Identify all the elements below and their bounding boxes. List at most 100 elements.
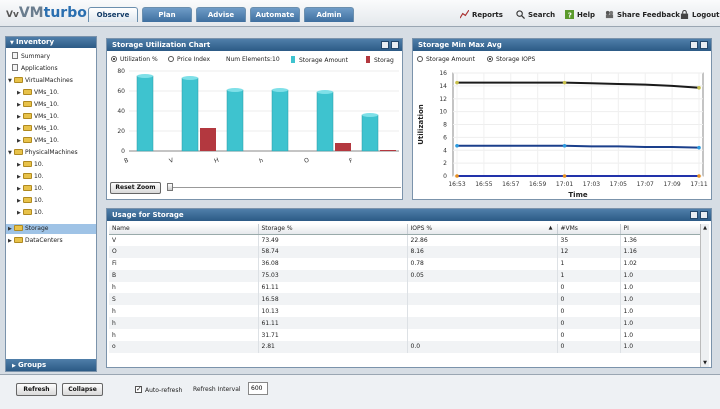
legend-swatch xyxy=(366,56,370,63)
expand-arrow-icon[interactable]: ▶ xyxy=(17,102,21,108)
collapse-button[interactable]: Collapse xyxy=(62,383,103,396)
table-cell: 1.02 xyxy=(620,257,701,270)
tree-item-pm-group[interactable]: ▶ 10. xyxy=(17,184,44,194)
price-index-radio[interactable]: Price Index xyxy=(168,56,210,63)
tree-item-vm-group[interactable]: ▶ VMs_10. xyxy=(17,100,59,110)
table-cell: 1 xyxy=(557,257,621,270)
table-row[interactable]: V 73.49 22.86 35 1.36 xyxy=(109,234,701,246)
tree-item-datacenters[interactable]: ▶ DataCenters xyxy=(8,236,63,246)
logo-prefix: Vv xyxy=(6,10,19,20)
minimize-icon[interactable] xyxy=(690,41,698,49)
tree-item-pm-group[interactable]: ▶ 10. xyxy=(17,196,44,206)
expand-arrow-icon[interactable]: ▶ xyxy=(17,174,21,180)
radio-icon xyxy=(168,56,174,62)
share-feedback-link[interactable]: Share Feedback xyxy=(605,10,680,19)
zoom-slider-handle[interactable] xyxy=(167,183,173,191)
refresh-interval-input[interactable] xyxy=(248,382,268,395)
inventory-header[interactable]: ▼ Inventory xyxy=(6,37,96,48)
maximize-icon[interactable] xyxy=(700,41,708,49)
table-row[interactable]: o 2.81 0.0 0 1.0 xyxy=(109,341,701,353)
tab-admin[interactable]: Admin xyxy=(304,7,354,22)
data-point xyxy=(697,86,701,90)
reports-link[interactable]: Reports xyxy=(460,10,503,19)
storage-amount-radio[interactable]: Storage Amount xyxy=(417,56,475,63)
scroll-down-icon[interactable]: ▼ xyxy=(703,360,707,366)
tree-item-pm-group[interactable]: ▶ 10. xyxy=(17,160,44,170)
minimize-icon[interactable] xyxy=(690,211,698,219)
table-row[interactable]: S 16.58 0 1.0 xyxy=(109,293,701,306)
tree-item-physicalmachines[interactable]: ▼ PhysicalMachines xyxy=(8,148,78,158)
maximize-icon[interactable] xyxy=(391,41,399,49)
expand-arrow-icon[interactable]: ▶ xyxy=(17,90,21,96)
checkbox-icon xyxy=(135,385,142,393)
panel-title: Storage Utilization Chart xyxy=(112,41,211,49)
table-scrollbar[interactable]: ▲ ▼ xyxy=(700,224,709,367)
tree-item-summary[interactable]: Summary xyxy=(12,52,50,62)
table-cell: 35 xyxy=(557,234,621,246)
util-percent-radio[interactable]: Utilization % xyxy=(111,56,158,63)
x-tick-label: V xyxy=(168,157,175,165)
reset-zoom-button[interactable]: Reset Zoom xyxy=(110,182,161,194)
table-row[interactable]: Fi 36.08 0.78 1 1.02 xyxy=(109,257,701,270)
x-tick-label: h xyxy=(258,157,264,165)
column-header-storage[interactable]: Storage % xyxy=(258,224,408,235)
search-link[interactable]: Search xyxy=(516,10,555,19)
expand-arrow-icon[interactable]: ▼ xyxy=(8,150,12,156)
table-row[interactable]: h 31.71 0 1.0 xyxy=(109,329,701,342)
storage-iops-radio[interactable]: Storage IOPS xyxy=(487,56,535,63)
tree-item-vm-group[interactable]: ▶ VMs_10. xyxy=(17,136,59,146)
bar-storage-iops xyxy=(335,143,351,151)
table-row[interactable]: h 61.11 0 1.0 xyxy=(109,281,701,294)
groups-header[interactable]: ▶ Groups xyxy=(6,359,96,371)
tab-advise[interactable]: Advise xyxy=(196,7,246,22)
table-row[interactable]: h 10.13 0 1.0 xyxy=(109,305,701,318)
panel-title: Usage for Storage xyxy=(112,211,184,219)
minimize-icon[interactable] xyxy=(381,41,389,49)
expand-arrow-icon[interactable]: ▶ xyxy=(17,162,21,168)
expand-arrow-icon[interactable]: ▶ xyxy=(17,126,21,132)
expand-arrow-icon[interactable]: ▶ xyxy=(17,186,21,192)
column-header-vms[interactable]: #VMs xyxy=(557,224,621,235)
expand-arrow-icon[interactable]: ▶ xyxy=(17,210,21,216)
auto-refresh-checkbox[interactable]: Auto-refresh xyxy=(135,385,182,394)
table-cell: 31.71 xyxy=(258,329,408,342)
tree-item-vm-group[interactable]: ▶ VMs_10. xyxy=(17,112,59,122)
table-cell: S xyxy=(109,293,259,306)
expand-arrow-icon[interactable]: ▶ xyxy=(17,114,21,120)
column-header-pi[interactable]: PI xyxy=(620,224,701,235)
logout-link[interactable]: Logout xyxy=(680,10,719,19)
radio-icon xyxy=(111,56,117,62)
tab-plan[interactable]: Plan xyxy=(142,7,192,22)
table-cell: O xyxy=(109,245,259,258)
refresh-button[interactable]: Refresh xyxy=(16,383,57,396)
table-row[interactable]: B 75.03 0.05 1 1.0 xyxy=(109,269,701,282)
tab-observe[interactable]: Observe xyxy=(88,7,138,22)
column-header-name[interactable]: Name xyxy=(109,224,259,235)
expand-arrow-icon[interactable]: ▶ xyxy=(8,226,12,232)
scroll-up-icon[interactable]: ▲ xyxy=(703,225,707,231)
y-tick-label: 2 xyxy=(443,160,447,167)
tree-item-pm-group[interactable]: ▶ 10. xyxy=(17,172,44,182)
expand-arrow-icon[interactable]: ▼ xyxy=(8,78,12,84)
tree-item-storage[interactable]: ▶ Storage xyxy=(6,224,96,234)
tree-item-vm-group[interactable]: ▶ VMs_10. xyxy=(17,124,59,134)
expand-arrow-icon[interactable]: ▶ xyxy=(17,138,21,144)
tree-item-vm-group[interactable]: ▶ VMs_10. xyxy=(17,88,59,98)
bar-storage-amount xyxy=(181,77,199,152)
expand-arrow-icon[interactable]: ▶ xyxy=(17,198,21,204)
tree-item-applications[interactable]: Applications xyxy=(12,64,58,74)
tree-item-virtualmachines[interactable]: ▼ VirtualMachines xyxy=(8,76,73,86)
expand-arrow-icon[interactable]: ▶ xyxy=(8,238,12,244)
help-label: Help xyxy=(577,11,596,19)
table-row[interactable]: O 58.74 8.16 12 1.16 xyxy=(109,245,701,258)
table-cell: 0.78 xyxy=(407,257,558,270)
tree-item-pm-group[interactable]: ▶ 10. xyxy=(17,208,44,218)
y-tick-label: 4 xyxy=(443,147,447,154)
tab-automate[interactable]: Automate xyxy=(250,7,300,22)
table-row[interactable]: h 61.11 0 1.0 xyxy=(109,317,701,330)
help-link[interactable]: ? Help xyxy=(565,10,595,19)
data-point xyxy=(455,80,459,85)
storage-utilization-panel: Storage Utilization Chart Utilization % … xyxy=(106,38,403,200)
column-header-iops[interactable]: IOPS % ▲ xyxy=(407,224,558,235)
maximize-icon[interactable] xyxy=(700,211,708,219)
